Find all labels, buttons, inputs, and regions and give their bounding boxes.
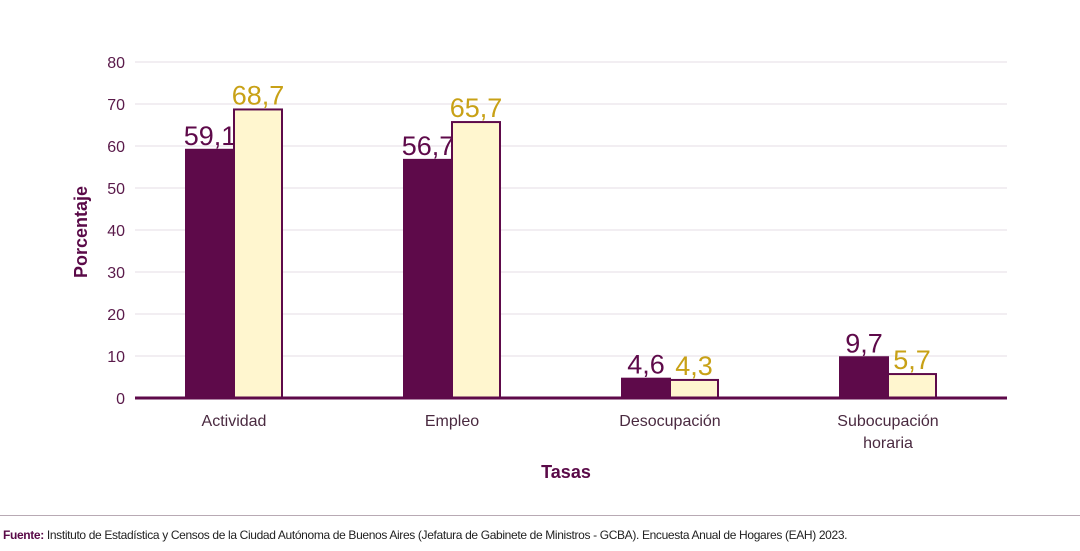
data-label: 68,7 <box>232 80 285 110</box>
source-note: Fuente: Instituto de Estadística y Censo… <box>3 528 1078 542</box>
bar <box>451 121 501 399</box>
y-tick-label: 40 <box>107 223 125 240</box>
y-axis-ticks: 0 10 20 30 40 50 60 70 80 <box>107 55 125 408</box>
bars <box>185 108 937 400</box>
bar <box>403 158 453 399</box>
x-category-label: horaria <box>863 435 913 452</box>
y-tick-label: 60 <box>107 139 125 156</box>
data-label: 5,7 <box>893 345 931 375</box>
data-labels: 59,1 68,7 56,7 65,7 4,6 4,3 9,7 5,7 <box>184 80 931 380</box>
y-tick-label: 20 <box>107 307 125 324</box>
bar <box>621 377 671 399</box>
bar-chart: 0 10 20 30 40 50 60 70 80 59,1 68,7 56,7 65,7 4,6 4,3… <box>71 55 1007 482</box>
data-label: 59,1 <box>184 121 237 151</box>
y-tick-label: 30 <box>107 265 125 282</box>
y-axis-title: Porcentaje <box>71 186 91 278</box>
source-text: Instituto de Estadística y Censos de la … <box>43 528 848 542</box>
bar <box>233 108 283 400</box>
footer-divider <box>0 515 1080 516</box>
bar <box>887 373 937 399</box>
x-category-label: Empleo <box>425 413 479 430</box>
source-label: Fuente: <box>3 528 44 542</box>
bar <box>669 378 719 400</box>
y-tick-label: 80 <box>107 55 125 72</box>
data-label: 65,7 <box>450 93 503 123</box>
x-category-label: Actividad <box>202 413 267 430</box>
x-category-label: Desocupación <box>619 413 720 430</box>
y-tick-label: 70 <box>107 97 125 114</box>
data-label: 56,7 <box>402 131 455 161</box>
y-tick-label: 0 <box>116 391 125 408</box>
y-tick-label: 10 <box>107 349 125 366</box>
y-tick-label: 50 <box>107 181 125 198</box>
data-label: 4,6 <box>627 350 665 380</box>
bar <box>185 148 235 399</box>
data-label: 9,7 <box>845 328 883 358</box>
x-axis-title: Tasas <box>541 462 591 482</box>
bar <box>839 356 889 400</box>
data-label: 4,3 <box>675 351 713 381</box>
x-axis-categories: Actividad Empleo Desocupación Subocupación h… <box>202 413 939 452</box>
x-category-label: Subocupación <box>837 413 938 430</box>
